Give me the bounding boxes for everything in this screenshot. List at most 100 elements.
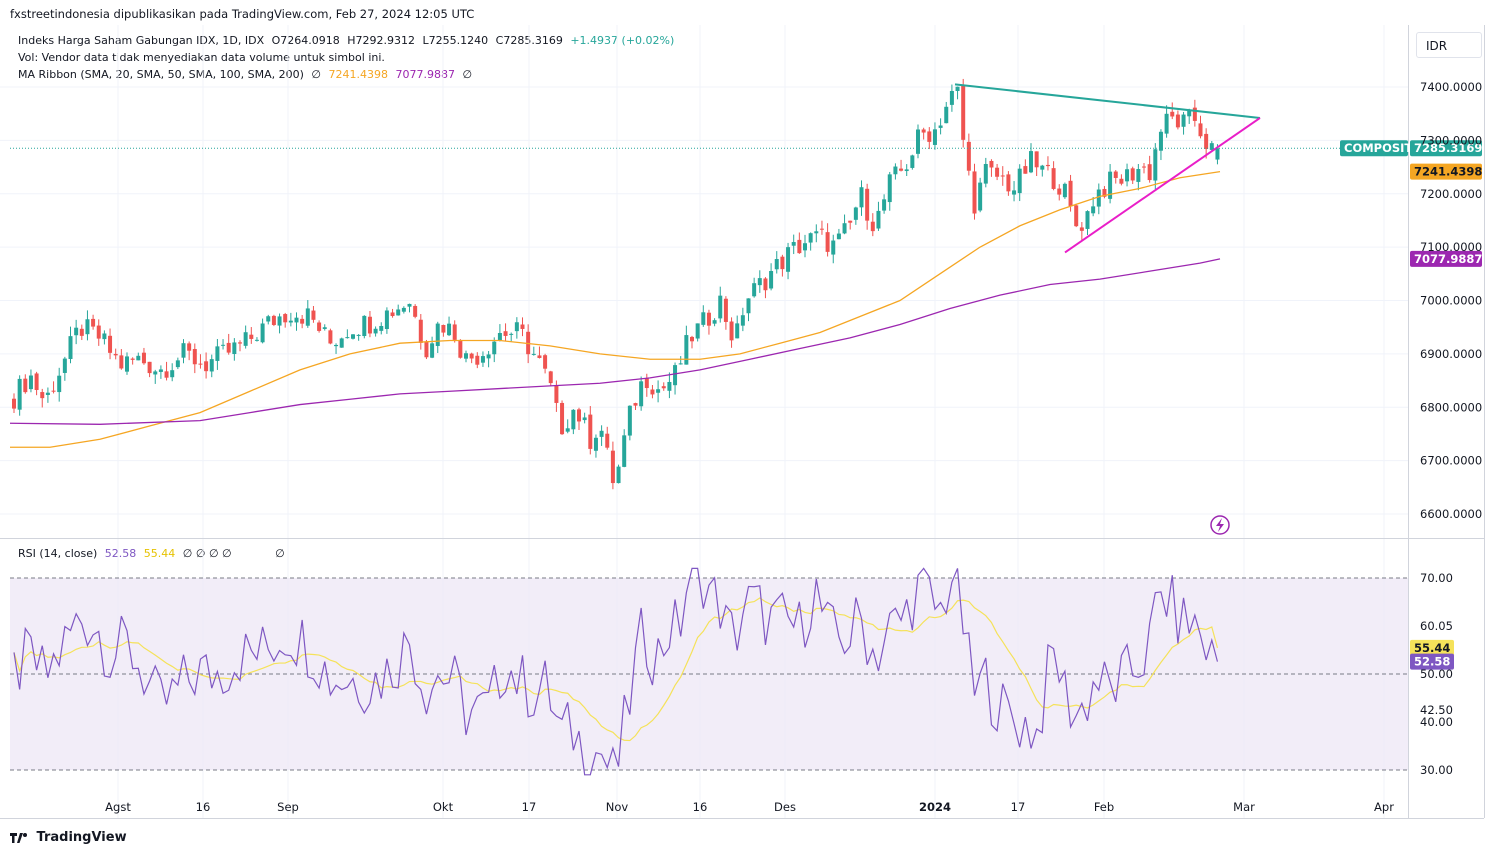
candle-body xyxy=(469,353,474,359)
candle-body xyxy=(791,242,796,246)
candle-body xyxy=(334,344,339,347)
candle-body xyxy=(198,363,203,365)
candle-body xyxy=(288,320,293,323)
candle-body xyxy=(740,315,745,326)
candle-body xyxy=(1079,227,1084,231)
candle-body xyxy=(401,307,406,312)
candle-body xyxy=(949,90,954,105)
candle-body xyxy=(12,398,16,409)
candle-body xyxy=(164,371,169,378)
candle-body xyxy=(215,346,220,361)
candle-body xyxy=(74,327,79,336)
candle-body xyxy=(480,356,485,363)
candle-body xyxy=(238,342,242,344)
candle-body xyxy=(825,232,830,252)
candle-body xyxy=(396,309,401,316)
candle-body xyxy=(379,325,384,331)
candle-body xyxy=(904,169,909,172)
price-tick-label: 7300.0000 xyxy=(1420,133,1482,147)
candle-body xyxy=(938,125,943,128)
candle-body xyxy=(995,167,1000,177)
candle-body xyxy=(226,342,231,353)
rsi-ma-value: 55.44 xyxy=(143,547,176,560)
rsi-line xyxy=(13,567,1219,776)
rsi-value: 52.58 xyxy=(104,547,137,560)
last-price-label-bg xyxy=(1410,140,1482,157)
candle-body xyxy=(283,314,288,323)
candle-body xyxy=(718,295,723,319)
candle-body xyxy=(582,417,587,421)
rsi-name: RSI (14, close) xyxy=(18,547,98,560)
candle-body xyxy=(848,220,853,223)
candle-body xyxy=(610,450,615,484)
candle-body xyxy=(514,322,519,332)
candle-body xyxy=(68,336,73,360)
candle-body xyxy=(1187,110,1192,117)
candle-body xyxy=(17,378,22,410)
candle-body xyxy=(983,163,988,184)
candle-body xyxy=(1142,166,1146,168)
candle-body xyxy=(1181,114,1186,127)
open-value: O7264.0918 xyxy=(271,34,340,47)
rsi-axis-label-bg xyxy=(1410,653,1454,670)
time-tick-label: Okt xyxy=(433,800,454,814)
candle-body xyxy=(91,318,96,327)
candle-body xyxy=(1057,188,1062,195)
candle-body xyxy=(153,371,158,375)
rsi-tick-label: 42.50 xyxy=(1420,703,1453,717)
candle-body xyxy=(701,312,706,325)
rsi-empty-values: ∅ ∅ ∅ ∅ xyxy=(182,547,232,560)
rsi-ma-line xyxy=(13,597,1219,742)
candle-body xyxy=(486,354,491,359)
candle-body xyxy=(221,344,226,346)
price-tick-label: 7400.0000 xyxy=(1420,80,1482,94)
candle-body xyxy=(706,312,711,326)
rsi-ma-axis-label: 55.44 xyxy=(1414,641,1450,655)
candle-body xyxy=(842,223,847,234)
candle-body xyxy=(803,243,807,251)
candle-body xyxy=(141,352,146,364)
candle-body xyxy=(639,381,644,407)
candle-body xyxy=(407,303,412,307)
candle-body xyxy=(661,386,666,389)
candle-body xyxy=(57,375,62,393)
candle-body xyxy=(978,182,983,211)
candle-body xyxy=(1215,148,1220,160)
candle-body xyxy=(1192,107,1197,121)
candle-body xyxy=(876,210,881,229)
rsi-lines xyxy=(13,567,1219,776)
ma100-axis-label: 7077.9887 xyxy=(1414,252,1482,266)
candle-body xyxy=(780,256,785,270)
candle-body xyxy=(40,392,45,399)
candle-body xyxy=(1198,123,1203,137)
ma50-axis-label: 7241.4398 xyxy=(1414,165,1482,179)
candle-body xyxy=(328,330,333,344)
publisher-line: fxstreetindonesia dipublikasikan pada Tr… xyxy=(10,7,475,21)
close-value: C7285.3169 xyxy=(495,34,563,47)
last-price-label: 7285.3169 xyxy=(1414,141,1482,155)
candle-body xyxy=(249,334,254,339)
sma100-line xyxy=(9,258,1221,425)
candle-body xyxy=(85,319,90,335)
price-tick-label: 6600.0000 xyxy=(1420,507,1482,521)
candle-body xyxy=(1164,113,1169,134)
candle-body xyxy=(390,312,395,317)
rsi-legend: RSI (14, close) 52.58 55.44 ∅ ∅ ∅ ∅ ∅ xyxy=(18,547,289,560)
candle-body xyxy=(475,355,480,365)
rsi-tick-label: 60.05 xyxy=(1420,619,1453,633)
candle-body xyxy=(627,405,632,436)
candle-body xyxy=(616,466,621,484)
time-tick-label: Feb xyxy=(1094,800,1114,814)
candle-body xyxy=(345,337,350,339)
time-tick-label: 16 xyxy=(196,800,211,814)
candle-body xyxy=(955,86,960,92)
candle-body xyxy=(989,160,994,168)
candle-body xyxy=(571,409,576,430)
candle-body xyxy=(1170,111,1175,117)
ma50-axis-label-bg xyxy=(1410,163,1482,180)
candle-body xyxy=(786,247,791,272)
candle-body xyxy=(45,392,50,395)
currency-button[interactable]: IDR xyxy=(1416,32,1482,58)
ma50-value: 7241.4398 xyxy=(328,68,388,81)
